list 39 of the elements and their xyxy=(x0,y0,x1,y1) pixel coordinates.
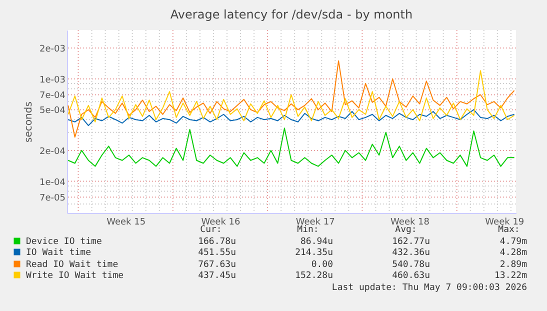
text: Avg: xyxy=(395,225,417,235)
text: 460.63u xyxy=(392,271,430,281)
text: 2.89m xyxy=(500,260,527,270)
text: 4.28m xyxy=(500,248,527,258)
legend-label: Device IO time xyxy=(26,237,102,247)
legend-label: Read IO Wait time xyxy=(26,260,118,270)
x-tick-label: Week 15 xyxy=(106,218,146,228)
line-series xyxy=(68,60,515,138)
text: 214.35u xyxy=(295,248,333,258)
line-series xyxy=(68,70,515,122)
text: Last update: Thu May 7 09:00:03 2026 xyxy=(332,283,527,293)
y-tick-label: 5e-04 xyxy=(40,106,66,116)
y-axis-title: seconds xyxy=(24,102,35,142)
text: 4.79m xyxy=(500,237,527,247)
text: Min: xyxy=(297,225,319,235)
line-series xyxy=(68,109,515,126)
line-series xyxy=(68,128,515,167)
text: 166.78u xyxy=(198,237,236,247)
text: 451.55u xyxy=(198,248,236,258)
legend-label: IO Wait time xyxy=(26,248,92,258)
y-tick-label: 2e-04 xyxy=(40,146,66,157)
text: Cur: xyxy=(200,225,222,235)
y-tick-label: 7e-04 xyxy=(40,91,66,102)
text: 162.77u xyxy=(392,237,430,247)
y-tick-label: 1e-03 xyxy=(40,75,66,86)
text: 432.36u xyxy=(392,248,430,258)
text: Max: xyxy=(498,225,520,235)
text: 13.22m xyxy=(494,271,527,281)
text: 767.63u xyxy=(198,260,236,270)
text: 0.00 xyxy=(311,260,333,270)
y-tick-label: 7e-05 xyxy=(40,194,66,204)
y-tick-label: 1e-04 xyxy=(40,178,66,188)
text: 540.78u xyxy=(392,260,430,270)
text: 86.94u xyxy=(300,237,333,247)
chart-title: Average latency for /dev/sda - by month xyxy=(170,8,413,22)
legend-label: Write IO Wait time xyxy=(26,271,124,281)
text: 152.28u xyxy=(295,271,333,281)
text: 437.45u xyxy=(198,271,236,281)
y-tick-label: 2e-03 xyxy=(40,44,66,55)
